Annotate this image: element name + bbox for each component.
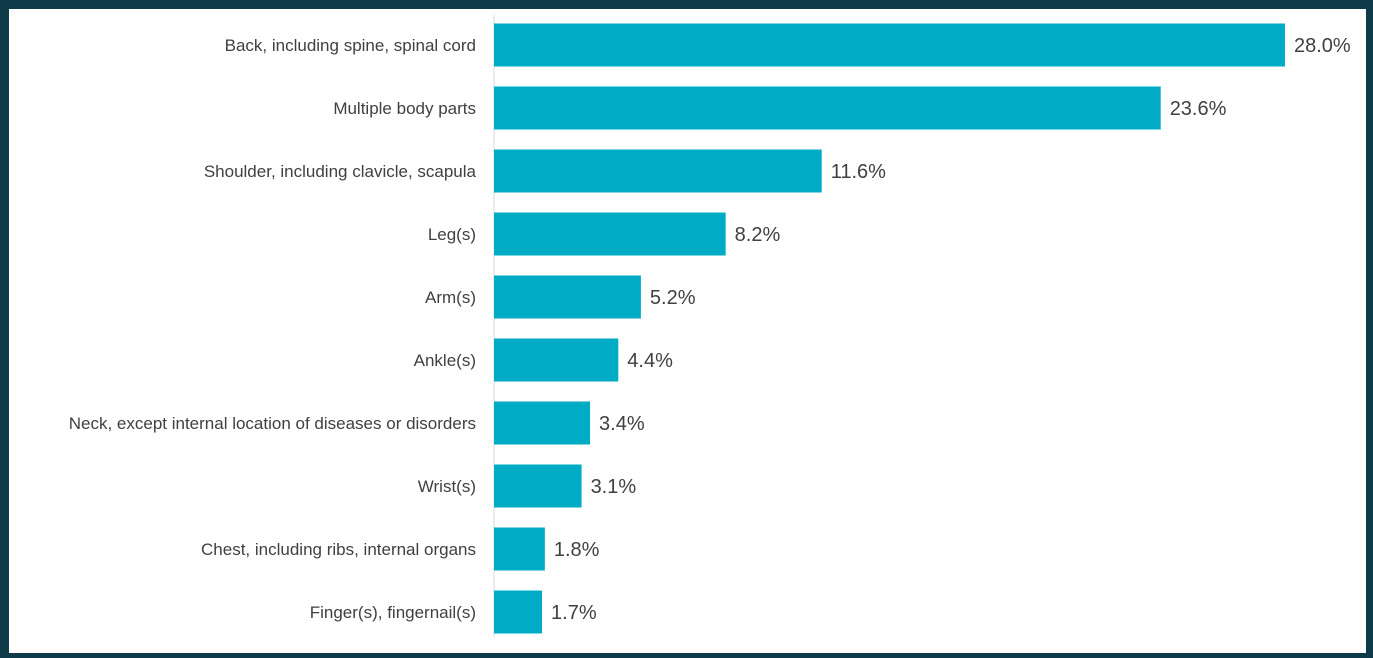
value-label: 11.6% [831, 161, 886, 183]
value-label: 3.1% [591, 476, 637, 498]
bar [494, 527, 545, 571]
value-label: 5.2% [650, 287, 696, 309]
category-label: Neck, except internal location of diseas… [69, 414, 476, 433]
category-label: Ankle(s) [414, 351, 476, 370]
chart-frame: Back, including spine, spinal cord 28.0% M… [9, 9, 1366, 653]
bar [494, 590, 543, 634]
value-label: 1.7% [551, 602, 597, 624]
category-label: Wrist(s) [418, 477, 476, 496]
category-label: Multiple body parts [333, 99, 476, 118]
category-label: Back, including spine, spinal cord [225, 36, 476, 55]
value-label: 3.4% [599, 413, 645, 435]
bar [494, 212, 726, 256]
value-label: 8.2% [735, 224, 781, 246]
value-label: 23.6% [1170, 98, 1227, 120]
bar [494, 23, 1285, 67]
bar-chart: Back, including spine, spinal cord 28.0% M… [69, 15, 1351, 637]
category-label: Shoulder, including clavicle, scapula [204, 162, 477, 181]
bar [494, 338, 619, 382]
category-label: Chest, including ribs, internal organs [201, 540, 476, 559]
value-label: 28.0% [1294, 35, 1351, 57]
value-label: 4.4% [627, 350, 673, 372]
category-label: Finger(s), fingernail(s) [310, 603, 476, 622]
bar [494, 401, 591, 445]
bar [494, 86, 1161, 130]
bar [494, 275, 641, 319]
bar [494, 149, 822, 193]
category-label: Leg(s) [428, 225, 476, 244]
category-label: Arm(s) [425, 288, 476, 307]
value-label: 1.8% [554, 539, 600, 561]
bar [494, 464, 582, 508]
